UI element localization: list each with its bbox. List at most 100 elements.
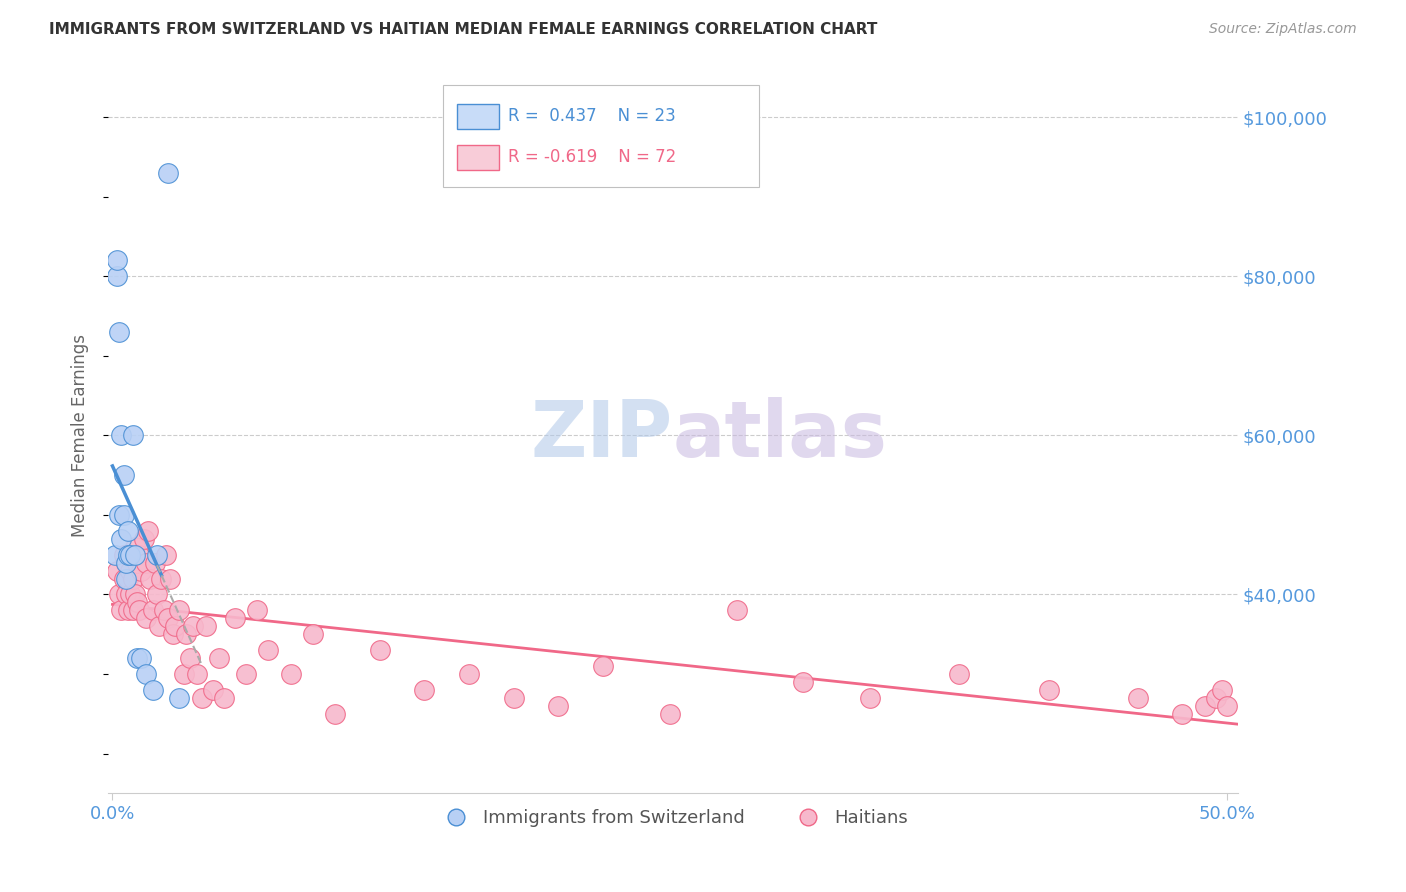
Point bbox=[547, 698, 569, 713]
Point bbox=[110, 603, 132, 617]
Point bbox=[128, 603, 150, 617]
Point bbox=[112, 508, 135, 522]
Point bbox=[159, 572, 181, 586]
Point bbox=[948, 667, 970, 681]
Point bbox=[114, 556, 136, 570]
Point bbox=[114, 572, 136, 586]
Point bbox=[195, 619, 218, 633]
Point bbox=[112, 548, 135, 562]
Point bbox=[125, 556, 148, 570]
Point bbox=[169, 603, 191, 617]
Point bbox=[208, 651, 231, 665]
Point bbox=[132, 532, 155, 546]
Point bbox=[142, 682, 165, 697]
Point bbox=[139, 572, 162, 586]
Point bbox=[169, 690, 191, 705]
Point bbox=[1205, 690, 1227, 705]
Point bbox=[157, 166, 180, 180]
Point bbox=[146, 548, 169, 562]
Point bbox=[1211, 682, 1233, 697]
Text: IMMIGRANTS FROM SWITZERLAND VS HAITIAN MEDIAN FEMALE EARNINGS CORRELATION CHART: IMMIGRANTS FROM SWITZERLAND VS HAITIAN M… bbox=[49, 22, 877, 37]
Point bbox=[131, 651, 153, 665]
Point bbox=[121, 572, 143, 586]
Point bbox=[112, 468, 135, 483]
Point bbox=[174, 627, 197, 641]
Point bbox=[201, 682, 224, 697]
Point bbox=[110, 428, 132, 442]
Point bbox=[1216, 698, 1239, 713]
Point bbox=[152, 603, 174, 617]
Point bbox=[125, 651, 148, 665]
Point bbox=[110, 532, 132, 546]
Point bbox=[143, 556, 166, 570]
Legend: Immigrants from Switzerland, Haitians: Immigrants from Switzerland, Haitians bbox=[430, 802, 915, 834]
Point bbox=[163, 619, 186, 633]
Point bbox=[131, 564, 153, 578]
Point bbox=[135, 611, 157, 625]
Point bbox=[150, 572, 173, 586]
Point bbox=[125, 595, 148, 609]
Point bbox=[105, 564, 128, 578]
Point bbox=[658, 706, 681, 721]
Point bbox=[859, 690, 882, 705]
Point bbox=[502, 690, 524, 705]
Text: R =  0.437    N = 23: R = 0.437 N = 23 bbox=[508, 107, 675, 125]
Point bbox=[257, 643, 280, 657]
Point bbox=[157, 611, 180, 625]
Point bbox=[368, 643, 391, 657]
Point bbox=[108, 325, 131, 339]
Point bbox=[725, 603, 748, 617]
Point bbox=[413, 682, 436, 697]
Point bbox=[105, 269, 128, 284]
Point bbox=[1194, 698, 1216, 713]
Point bbox=[323, 706, 346, 721]
Point bbox=[112, 572, 135, 586]
Point bbox=[155, 548, 177, 562]
Text: R = -0.619    N = 72: R = -0.619 N = 72 bbox=[508, 148, 676, 166]
Point bbox=[135, 667, 157, 681]
Point bbox=[148, 619, 170, 633]
Point bbox=[121, 428, 143, 442]
Point bbox=[1171, 706, 1194, 721]
Point bbox=[179, 651, 201, 665]
Point bbox=[235, 667, 257, 681]
Point bbox=[186, 667, 208, 681]
Point bbox=[120, 564, 142, 578]
Point bbox=[592, 659, 614, 673]
Point bbox=[124, 587, 146, 601]
Point bbox=[224, 611, 246, 625]
Point bbox=[117, 572, 139, 586]
Y-axis label: Median Female Earnings: Median Female Earnings bbox=[72, 334, 89, 537]
Point bbox=[117, 524, 139, 538]
Point bbox=[124, 548, 146, 562]
Point bbox=[302, 627, 325, 641]
Point bbox=[458, 667, 481, 681]
Point bbox=[173, 667, 195, 681]
Point bbox=[121, 603, 143, 617]
Point bbox=[142, 603, 165, 617]
Text: ZIP: ZIP bbox=[530, 398, 673, 474]
Point bbox=[120, 548, 142, 562]
Point bbox=[190, 690, 212, 705]
Point bbox=[120, 587, 142, 601]
Point bbox=[162, 627, 184, 641]
Point bbox=[117, 603, 139, 617]
Point bbox=[114, 556, 136, 570]
Point bbox=[108, 587, 131, 601]
Point bbox=[181, 619, 204, 633]
Text: Source: ZipAtlas.com: Source: ZipAtlas.com bbox=[1209, 22, 1357, 37]
Point bbox=[124, 540, 146, 554]
Point bbox=[1038, 682, 1060, 697]
Point bbox=[117, 548, 139, 562]
Point bbox=[104, 548, 127, 562]
Point bbox=[135, 556, 157, 570]
Point bbox=[280, 667, 302, 681]
Point bbox=[212, 690, 235, 705]
Point bbox=[128, 548, 150, 562]
Point bbox=[108, 508, 131, 522]
Point bbox=[136, 524, 159, 538]
Point bbox=[105, 253, 128, 268]
Point bbox=[146, 587, 169, 601]
Text: atlas: atlas bbox=[673, 398, 887, 474]
Point bbox=[1126, 690, 1149, 705]
